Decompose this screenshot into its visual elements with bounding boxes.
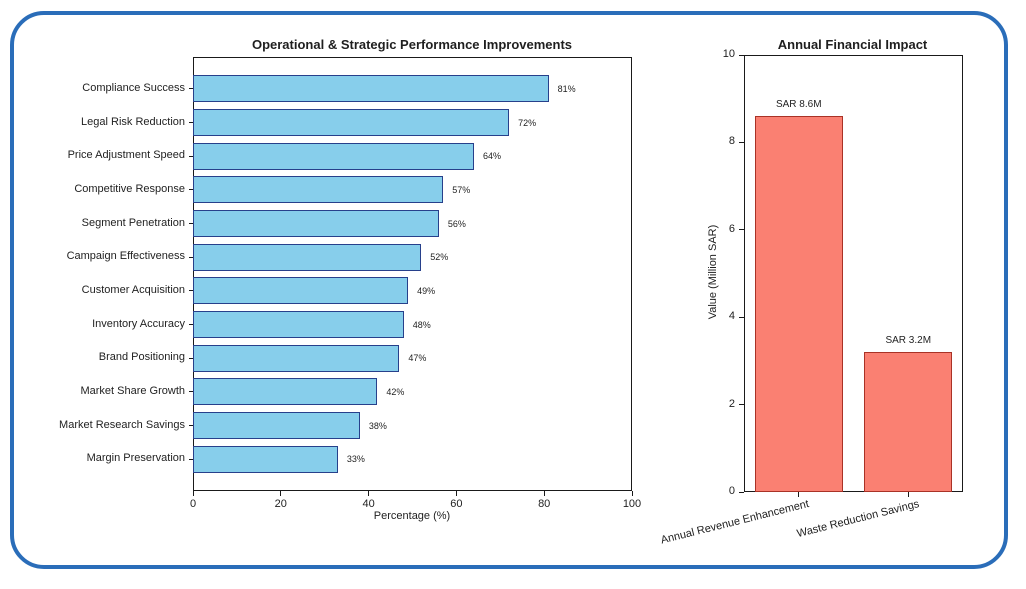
bar-market-research-savings [193, 412, 360, 439]
x-tick [907, 492, 909, 497]
y-tick [189, 88, 193, 90]
y-tick [189, 223, 193, 224]
x-tick-label: 80 [538, 498, 551, 510]
performance-chart-xaxis-label: Percentage (%) [373, 510, 451, 522]
bar-value-label-market-share-growth: 42% [386, 386, 405, 397]
category-label-segment-penetration: Segment Penetration [81, 216, 185, 229]
bar-value-label-inventory-accuracy: 48% [412, 319, 431, 330]
rounded-border-frame [10, 11, 1008, 569]
y-tick-label: 2 [728, 397, 735, 410]
y-tick [189, 324, 193, 325]
bar-brand-positioning [193, 344, 400, 372]
bar-waste-reduction-savings [864, 352, 953, 492]
category-label-margin-preservation: Margin Preservation [86, 452, 185, 465]
y-tick [739, 141, 744, 143]
bar-legal-risk-reduction [193, 109, 510, 136]
category-label-market-research-savings: Market Research Savings [59, 418, 185, 431]
x-tick-label: 100 [622, 498, 642, 510]
x-tick [798, 492, 800, 497]
x-tick [631, 491, 633, 496]
bar-margin-preservation [193, 445, 338, 473]
x-tick-label: 60 [450, 498, 463, 510]
bar-value-label-compliance-success: 81% [557, 83, 576, 94]
x-tick [543, 491, 545, 496]
y-tick [739, 491, 744, 493]
x-tick-label: 20 [274, 498, 287, 510]
y-tick [189, 458, 193, 460]
category-label-legal-risk-reduction: Legal Risk Reduction [81, 115, 185, 128]
category-label-campaign-effectiveness: Campaign Effectiveness [66, 250, 185, 263]
y-tick [189, 256, 193, 258]
y-tick [189, 391, 193, 393]
y-tick-label: 4 [728, 310, 735, 323]
bar-competitive-response [193, 176, 444, 204]
bar-value-label-customer-acquisition: 49% [417, 285, 436, 296]
bar-value-label-waste-reduction-savings: SAR 3.2M [885, 335, 932, 347]
bar-value-label-legal-risk-reduction: 72% [518, 117, 537, 128]
y-tick-label: 0 [728, 485, 735, 497]
y-tick [189, 189, 193, 191]
bar-value-label-market-research-savings: 38% [368, 420, 387, 431]
y-tick-label: 8 [728, 135, 735, 148]
y-tick [189, 155, 193, 157]
category-label-market-share-growth: Market Share Growth [80, 384, 185, 397]
bar-value-label-margin-preservation: 33% [346, 454, 365, 465]
x-tick [192, 491, 194, 496]
y-tick-label: 6 [728, 222, 735, 235]
bar-value-label-competitive-response: 57% [452, 184, 471, 195]
y-tick [739, 316, 744, 318]
bar-value-label-segment-penetration: 56% [447, 218, 466, 229]
bar-market-share-growth [193, 378, 378, 406]
category-label-inventory-accuracy: Inventory Accuracy [92, 317, 185, 330]
bar-campaign-effectiveness [193, 243, 422, 271]
bar-compliance-success [193, 75, 549, 103]
y-tick [189, 357, 193, 359]
x-tick [455, 491, 457, 496]
y-tick-label: 10 [722, 48, 735, 60]
y-tick [189, 425, 193, 426]
bar-value-label-brand-positioning: 47% [408, 353, 427, 364]
bar-customer-acquisition [193, 277, 409, 305]
performance-chart-title: Operational & Strategic Performance Impr… [251, 37, 573, 52]
bar-annual-revenue-enhancement [754, 116, 843, 492]
bar-value-label-price-adjustment-speed: 64% [482, 151, 501, 162]
category-label-customer-acquisition: Customer Acquisition [81, 283, 185, 296]
x-tick [368, 491, 370, 496]
x-tick-label: 0 [189, 498, 197, 510]
y-tick [739, 54, 744, 56]
bar-segment-penetration [193, 210, 439, 237]
x-tick [280, 491, 282, 496]
bar-price-adjustment-speed [193, 142, 474, 170]
y-tick [189, 290, 193, 292]
bar-inventory-accuracy [193, 311, 404, 338]
category-label-compliance-success: Compliance Success [82, 81, 185, 94]
financial-chart-title: Annual Financial Impact [777, 37, 928, 52]
category-label-price-adjustment-speed: Price Adjustment Speed [67, 149, 185, 162]
y-tick [739, 404, 744, 406]
category-label-brand-positioning: Brand Positioning [98, 351, 185, 364]
x-tick-label: 40 [362, 498, 375, 510]
bar-value-label-annual-revenue-enhancement: SAR 8.6M [775, 99, 822, 111]
category-label-competitive-response: Competitive Response [74, 182, 185, 195]
bar-value-label-campaign-effectiveness: 52% [430, 252, 449, 263]
y-tick [189, 122, 193, 123]
y-tick [739, 229, 744, 231]
